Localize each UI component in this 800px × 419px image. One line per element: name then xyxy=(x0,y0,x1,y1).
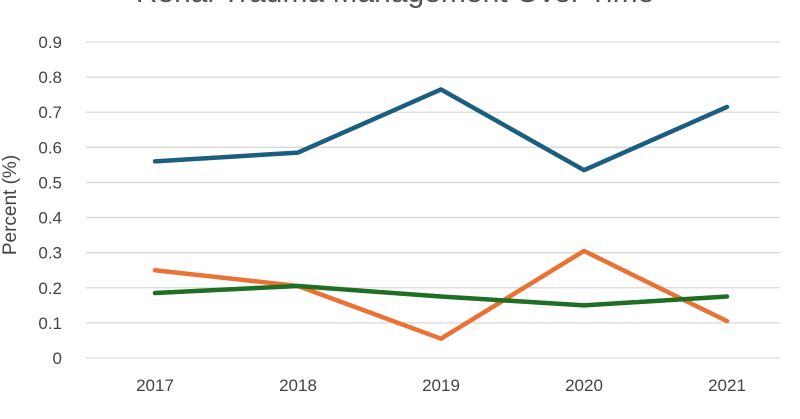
y-tick-label: 0.1 xyxy=(38,314,62,333)
x-tick-label: 2018 xyxy=(279,376,317,395)
y-tick-label: 0.3 xyxy=(38,244,62,263)
y-tick-label: 0.7 xyxy=(38,103,62,122)
chart-title: Renal Trauma Management Over Time xyxy=(136,0,655,9)
series-line-2 xyxy=(152,248,730,341)
gridlines xyxy=(86,41,780,359)
series-line-1 xyxy=(152,87,730,173)
y-tick-labels: 0 0.1 0.2 0.3 0.4 0.5 0.6 0.7 0.8 0.9 xyxy=(38,33,62,368)
x-tick-label: 2020 xyxy=(565,376,603,395)
y-tick-label: 0.6 xyxy=(38,138,62,157)
x-tick-label: 2019 xyxy=(422,376,460,395)
series-lines xyxy=(152,87,730,341)
y-tick-label: 0.5 xyxy=(38,173,62,192)
y-tick-label: 0.4 xyxy=(38,209,62,228)
y-tick-label: 0.8 xyxy=(38,68,62,87)
x-tick-label: 2017 xyxy=(136,376,174,395)
x-tick-label: 2021 xyxy=(708,376,746,395)
y-tick-label: 0 xyxy=(53,349,62,368)
y-tick-label: 0.2 xyxy=(38,279,62,298)
y-axis-label: Percent (%) xyxy=(0,155,21,255)
y-tick-label: 0.9 xyxy=(38,33,62,52)
x-tick-labels: 2017 2018 2019 2020 2021 xyxy=(136,376,746,395)
series-line-3 xyxy=(152,283,730,308)
